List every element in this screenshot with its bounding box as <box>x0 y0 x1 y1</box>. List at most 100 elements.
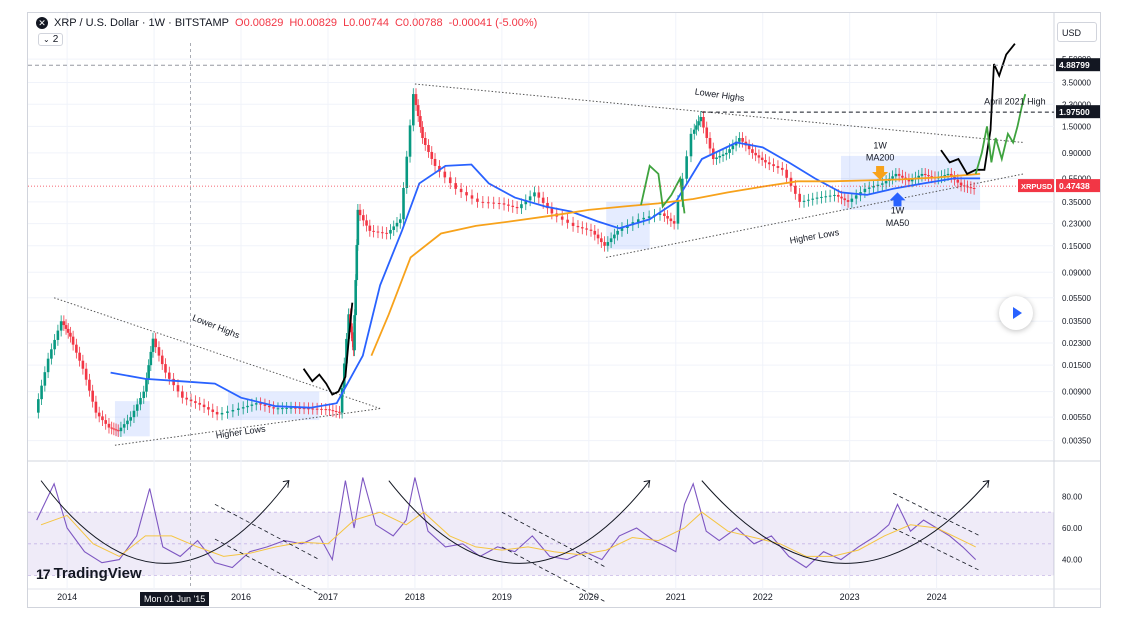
candle-body <box>515 206 519 209</box>
rsi-y-tick-label: 80.00 <box>1062 492 1083 501</box>
price-chart[interactable]: 2014201520162017201820192020202120222023… <box>28 13 1100 607</box>
ma50-arrow-icon <box>889 192 906 207</box>
candle-body <box>956 179 960 183</box>
candle-body <box>728 149 731 153</box>
candle-body <box>112 428 116 430</box>
candle-body <box>276 408 280 410</box>
x-tick-label: 2022 <box>753 592 773 602</box>
symbol-title[interactable]: XRP / U.S. Dollar · 1W · BITSTAMP <box>54 17 230 29</box>
candle-body <box>636 219 640 223</box>
projection-black-2017 <box>302 302 354 396</box>
trendline <box>114 408 381 446</box>
candle-body <box>207 407 210 410</box>
candle-body <box>593 230 597 235</box>
candle-body <box>167 372 171 379</box>
candle-body <box>443 171 447 178</box>
candle-body <box>110 427 113 429</box>
candle-body <box>718 155 722 158</box>
candle-body <box>398 219 402 223</box>
candle-body <box>231 409 235 412</box>
candle-body <box>46 358 50 373</box>
candle-body <box>97 412 101 417</box>
candle-body <box>135 404 139 411</box>
candle-body <box>502 203 506 205</box>
x-tick-label: 2023 <box>840 592 860 602</box>
candle-body <box>794 185 797 194</box>
candle-body <box>585 228 588 230</box>
currency-button[interactable]: USD <box>1057 22 1097 42</box>
candle-body <box>250 404 254 406</box>
rsi-cycle-arc <box>40 480 290 564</box>
projection-black-2024 <box>940 43 1016 176</box>
candle-body <box>571 222 575 226</box>
projection-green-2024 <box>974 93 1027 175</box>
rsi-channel-line <box>892 527 981 571</box>
chart-annotation: Higher Lows <box>789 227 840 246</box>
candle-body <box>949 173 953 177</box>
x-tick-label: 2020 <box>579 592 599 602</box>
candle-body <box>465 192 468 196</box>
candle-body <box>194 401 197 403</box>
candle-body <box>101 416 104 421</box>
candle-body <box>142 391 146 399</box>
candle-body <box>324 409 328 411</box>
candle-body <box>411 94 415 126</box>
candle-body <box>64 325 68 329</box>
candle-body <box>149 351 153 366</box>
candle-body <box>423 137 427 145</box>
candle-body <box>419 116 422 128</box>
y-tick-label: 0.15000 <box>1062 242 1091 251</box>
symbol-header[interactable]: ✕ XRP / U.S. Dollar · 1W · BITSTAMP O0.0… <box>36 17 537 29</box>
candle-body <box>959 182 963 186</box>
candle-body <box>139 398 142 405</box>
candle-body <box>894 173 898 177</box>
tradingview-logo[interactable]: 17 TradingView <box>36 565 142 582</box>
candle-body <box>541 197 545 203</box>
candle-body <box>481 201 485 203</box>
replay-button[interactable] <box>999 296 1033 330</box>
y-tick-label: 2.30000 <box>1062 100 1091 109</box>
candle-body <box>281 408 284 410</box>
candle-body <box>596 234 600 239</box>
candle-body <box>833 194 836 196</box>
candle-body <box>470 195 474 199</box>
candle-body <box>705 127 709 138</box>
candle-body <box>854 195 858 199</box>
x-tick-label: 2014 <box>57 592 77 602</box>
chevron-down-icon: ⌄ <box>43 35 50 44</box>
candle-body <box>340 388 344 413</box>
candle-body <box>392 226 396 230</box>
price-label-april-2021: 1.97500 <box>1059 107 1090 117</box>
candle-body <box>920 173 924 176</box>
candle-body <box>246 405 249 408</box>
candle-body <box>459 188 463 193</box>
candle-body <box>347 314 350 339</box>
candle-body <box>267 405 271 408</box>
trendline <box>53 297 381 409</box>
candle-body <box>427 144 430 152</box>
candle-body <box>259 403 262 405</box>
candle-body <box>715 157 718 160</box>
candle-body <box>901 175 904 178</box>
price-label-high-box <box>1056 58 1100 72</box>
candle-body <box>376 231 380 233</box>
price-label-high: 4.88799 <box>1059 60 1090 70</box>
candle-body <box>897 173 901 176</box>
candle-body <box>520 204 523 209</box>
y-tick-label: 0.55000 <box>1062 174 1091 183</box>
candle-body <box>741 137 744 142</box>
indicators-toggle[interactable]: ⌄ 2 <box>38 33 64 46</box>
candle-body <box>94 401 98 413</box>
candle-body <box>302 408 306 410</box>
chart-annotation: MA200 <box>866 152 895 162</box>
chart-frame[interactable]: 2014201520162017201820192020202120222023… <box>27 12 1101 608</box>
candle-body <box>824 196 828 198</box>
candle-body <box>721 154 725 156</box>
candle-body <box>840 196 843 199</box>
consolidation-zone <box>840 155 981 210</box>
x-tick-label: 2019 <box>492 592 512 602</box>
candle-body <box>372 230 375 232</box>
x-tick-label: 2024 <box>927 592 947 602</box>
y-tick-label: 0.09000 <box>1062 268 1091 277</box>
ohlc-open: O0.00829 <box>235 17 284 29</box>
